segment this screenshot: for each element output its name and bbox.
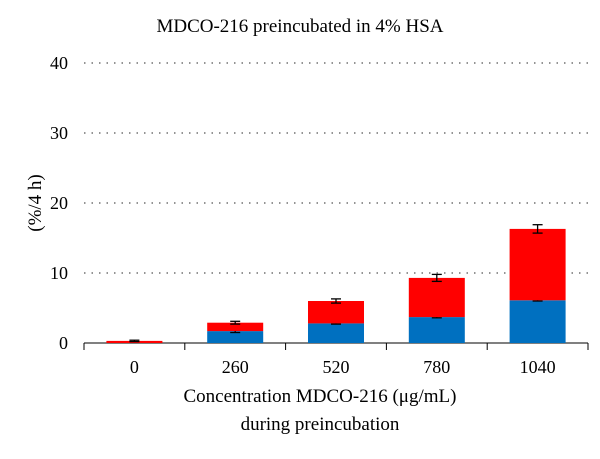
chart-title: MDCO-216 preincubated in 4% HSA xyxy=(156,16,444,37)
y-tick-label: 30 xyxy=(50,123,68,143)
x-tick-label: 780 xyxy=(423,357,450,377)
bar-segment xyxy=(509,300,566,343)
y-tick-label: 40 xyxy=(50,53,68,73)
bar-segment xyxy=(207,331,264,343)
bar-segment xyxy=(308,323,364,343)
x-tick-label: 520 xyxy=(323,357,350,377)
y-tick-label: 10 xyxy=(50,263,68,283)
x-axis-label-line-1: Concentration MDCO-216 (μg/mL) xyxy=(183,386,457,407)
bar-segment xyxy=(207,322,264,332)
bar-segment xyxy=(509,228,566,301)
bar-segment xyxy=(408,277,465,318)
x-tick-label: 0 xyxy=(130,357,139,377)
bar-segment xyxy=(408,317,465,343)
x-axis-label-line-2: during preincubation xyxy=(240,414,400,435)
y-tick-label: 20 xyxy=(50,193,68,213)
bar-segment xyxy=(308,301,364,324)
x-tick-label: 1040 xyxy=(520,357,556,377)
x-tick-label: 260 xyxy=(222,357,249,377)
y-tick-label: 0 xyxy=(59,333,68,353)
y-axis-label: (%/4 h) xyxy=(25,174,46,232)
